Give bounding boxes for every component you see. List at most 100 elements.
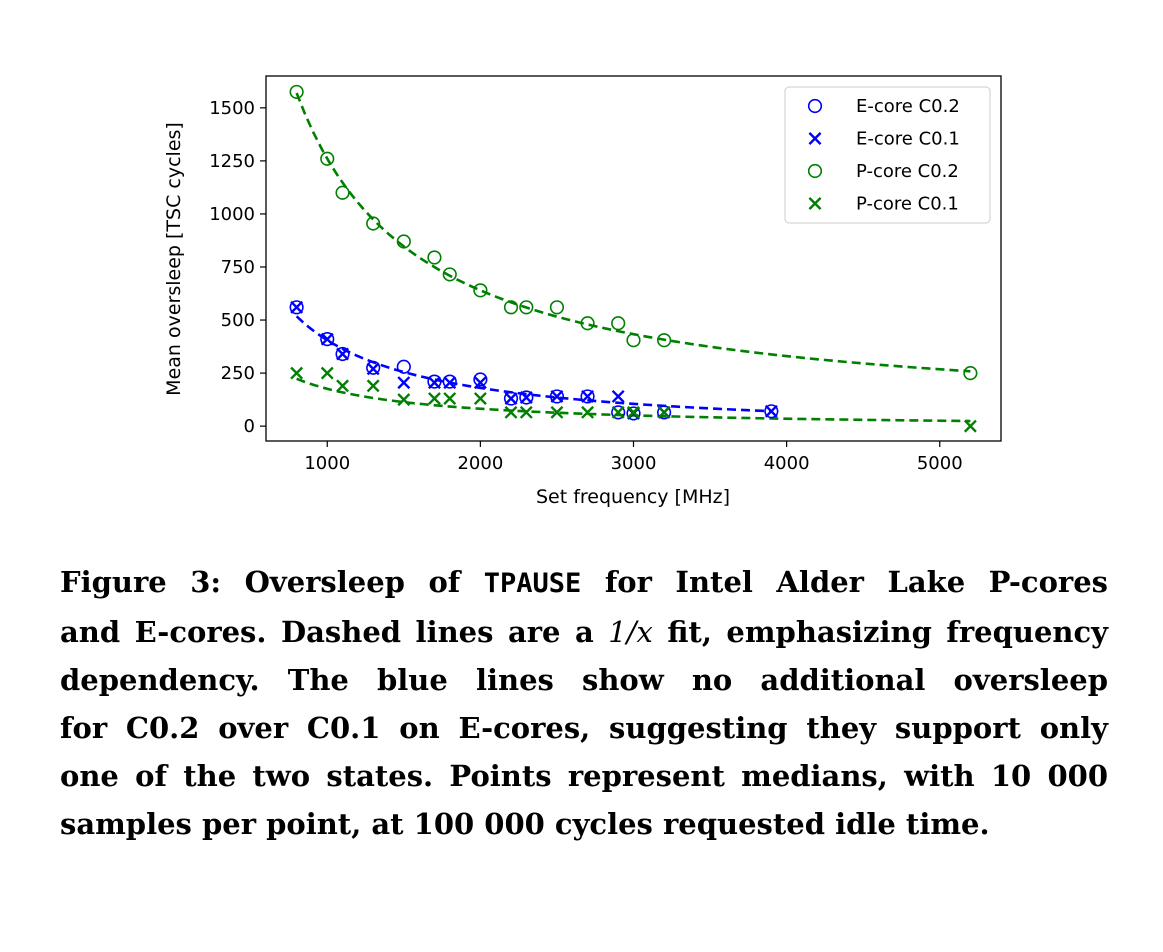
figure-caption: Figure 3: Oversleep of TPAUSE for Intel …	[60, 558, 1108, 848]
data-point	[611, 405, 626, 420]
caption-line-5: one of the two states. Points represent …	[60, 759, 1108, 793]
data-point	[626, 333, 641, 348]
x-axis-label: Set frequency [MHz]	[536, 486, 730, 508]
data-point	[580, 389, 595, 404]
x-tick-label: 3000	[611, 453, 657, 474]
legend-label: E-core C0.1	[856, 129, 960, 150]
data-point	[473, 392, 487, 406]
data-point	[764, 404, 778, 418]
data-point	[504, 392, 518, 406]
data-point	[503, 391, 519, 406]
data-point	[335, 185, 350, 200]
data-point	[366, 379, 380, 393]
data-point	[473, 283, 488, 298]
legend-label: P-core C0.1	[856, 194, 959, 215]
series-e-core-c0-2	[289, 300, 779, 421]
y-tick-label: 1500	[209, 98, 255, 119]
data-point	[504, 405, 518, 419]
data-point	[764, 404, 779, 419]
caption-math: 1/x	[608, 615, 653, 649]
caption-code: TPAUSE	[483, 568, 582, 599]
x-tick-label: 1000	[304, 453, 350, 474]
caption-line-1: Figure 3: Oversleep of TPAUSE for Intel …	[60, 558, 1108, 608]
data-point	[366, 216, 381, 231]
caption-line-4: for C0.2 over C0.1 on E-cores, suggestin…	[60, 711, 1108, 745]
legend-marker	[807, 98, 823, 114]
y-tick-label: 250	[221, 363, 255, 384]
data-point	[397, 393, 411, 407]
data-point	[442, 374, 457, 389]
data-point	[289, 300, 304, 315]
data-point	[397, 376, 411, 390]
data-point	[963, 419, 977, 433]
legend-marker	[808, 132, 822, 145]
data-point	[366, 362, 380, 376]
legend: E-core C0.2 E-core C0.1 P-core C0.2 P-core …	[784, 86, 991, 224]
data-point	[503, 300, 519, 315]
data-point	[519, 300, 534, 315]
data-point	[396, 234, 411, 249]
data-point	[580, 316, 595, 331]
data-point	[336, 347, 350, 361]
data-point	[336, 379, 350, 393]
data-point	[473, 376, 487, 390]
data-point	[657, 333, 672, 348]
data-point	[519, 391, 533, 404]
data-point	[320, 332, 335, 347]
data-point	[550, 405, 564, 419]
y-tick-label: 1000	[209, 204, 255, 225]
x-tick-label: 5000	[917, 453, 963, 474]
data-point	[611, 389, 625, 403]
caption-text: and E-cores. Dashed lines are a	[60, 615, 609, 649]
series-p-core-c0-2	[289, 84, 978, 381]
data-point	[611, 316, 626, 331]
caption-line-6: samples per point, at 100 000 cycles req…	[60, 807, 990, 841]
data-point	[427, 250, 442, 265]
data-point	[289, 84, 304, 100]
legend-label: P-core C0.2	[856, 161, 959, 182]
data-point	[366, 360, 381, 375]
data-point	[427, 392, 441, 406]
fit-line-1	[295, 315, 772, 413]
data-point	[627, 405, 640, 419]
legend-marker	[807, 163, 823, 179]
data-point	[290, 366, 304, 380]
data-point	[443, 392, 457, 406]
oversleep-chart: 1000 2000 3000 4000 5000 0 250 500 750 1000 1250 1…	[163, 75, 1002, 508]
data-point	[290, 300, 304, 314]
series-p-core-c0-1	[290, 366, 977, 433]
data-point	[550, 389, 564, 403]
data-point	[427, 374, 442, 389]
legend-box	[784, 86, 991, 224]
legend-label: E-core C0.2	[856, 96, 960, 117]
data-point	[581, 389, 595, 403]
caption-text: fit, emphasizing frequency	[652, 615, 1108, 649]
data-point	[443, 376, 457, 390]
x-axis-ticks: 1000 2000 3000 4000 5000	[304, 441, 963, 474]
data-point	[657, 405, 671, 419]
data-point	[427, 376, 441, 390]
data-point	[320, 332, 334, 346]
data-point	[626, 406, 641, 421]
data-point	[657, 405, 672, 420]
data-point	[549, 300, 565, 315]
data-points	[289, 84, 978, 433]
y-axis-ticks: 0 250 500 750 1000 1250 1500	[209, 98, 266, 437]
data-point	[581, 405, 595, 419]
data-point	[320, 151, 335, 166]
x-tick-label: 2000	[457, 453, 503, 474]
series-e-core-c0-1	[290, 300, 778, 420]
data-point	[442, 267, 457, 282]
legend-marker	[808, 197, 822, 210]
y-axis-label: Mean oversleep [TSC cycles]	[163, 122, 185, 396]
data-point	[335, 346, 350, 362]
caption-text: Figure 3: Oversleep of	[60, 565, 484, 599]
data-point	[519, 405, 533, 419]
caption-text: for Intel Alder Lake P-cores	[581, 565, 1108, 599]
caption-line-2: and E-cores. Dashed lines are a 1/x fit,…	[60, 608, 1108, 656]
y-tick-label: 750	[221, 257, 255, 278]
y-tick-label: 500	[221, 310, 255, 331]
data-point	[396, 359, 411, 374]
data-point	[320, 366, 334, 380]
caption-line-3: dependency. The blue lines show no addit…	[60, 663, 1108, 697]
